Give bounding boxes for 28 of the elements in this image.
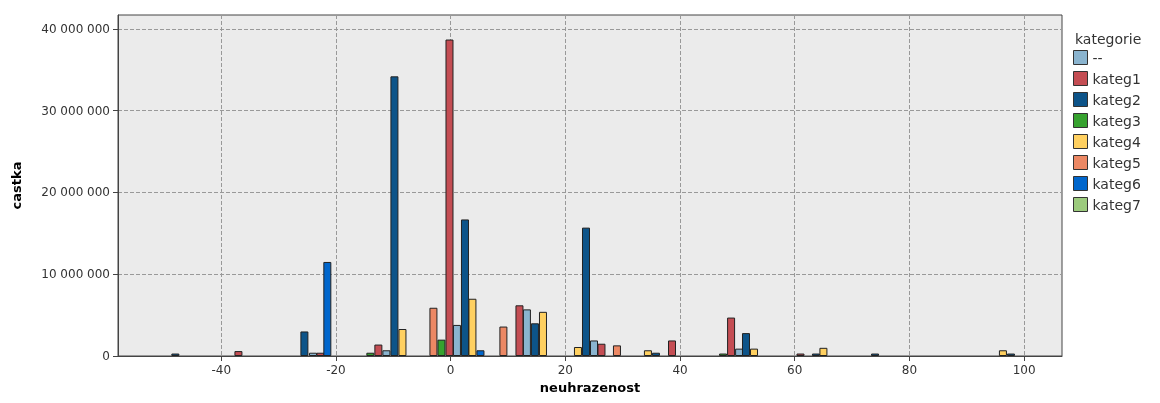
legend-label: kateg7 — [1092, 196, 1141, 213]
y-axis-title: castka — [9, 161, 24, 210]
bar — [499, 326, 508, 356]
legend-label: kateg2 — [1092, 91, 1141, 108]
legend-label: kateg5 — [1092, 154, 1141, 171]
y-tick-label: 10 000 000 — [41, 267, 110, 282]
x-tick-label: 60 — [787, 363, 803, 377]
x-tick-label: 40 — [672, 363, 688, 377]
x-axis-title: neuhrazenost — [539, 379, 641, 395]
x-tick-label: 100 — [1012, 363, 1036, 377]
x-tick-label: 20 — [557, 363, 573, 377]
bar — [234, 351, 243, 356]
x-tick-label: 0 — [446, 363, 455, 377]
y-tick-label: 40 000 000 — [41, 21, 110, 36]
legend-label: kateg4 — [1092, 133, 1141, 150]
bar — [668, 340, 677, 356]
y-tick-label: 20 000 000 — [41, 185, 110, 200]
legend-label: kateg3 — [1092, 112, 1141, 129]
legend-label: kateg6 — [1092, 175, 1141, 192]
legend-label: kateg1 — [1092, 70, 1141, 87]
x-tick-label: 80 — [901, 363, 918, 377]
x-tick-label: -40 — [211, 363, 232, 377]
y-tick-label: 30 000 000 — [41, 103, 110, 118]
legend-label: -- — [1092, 49, 1103, 66]
x-tick-label: -20 — [326, 363, 346, 377]
y-tick-label: 0 — [102, 349, 110, 363]
bar — [612, 345, 621, 356]
legend-title: kategorie — [1075, 31, 1142, 47]
